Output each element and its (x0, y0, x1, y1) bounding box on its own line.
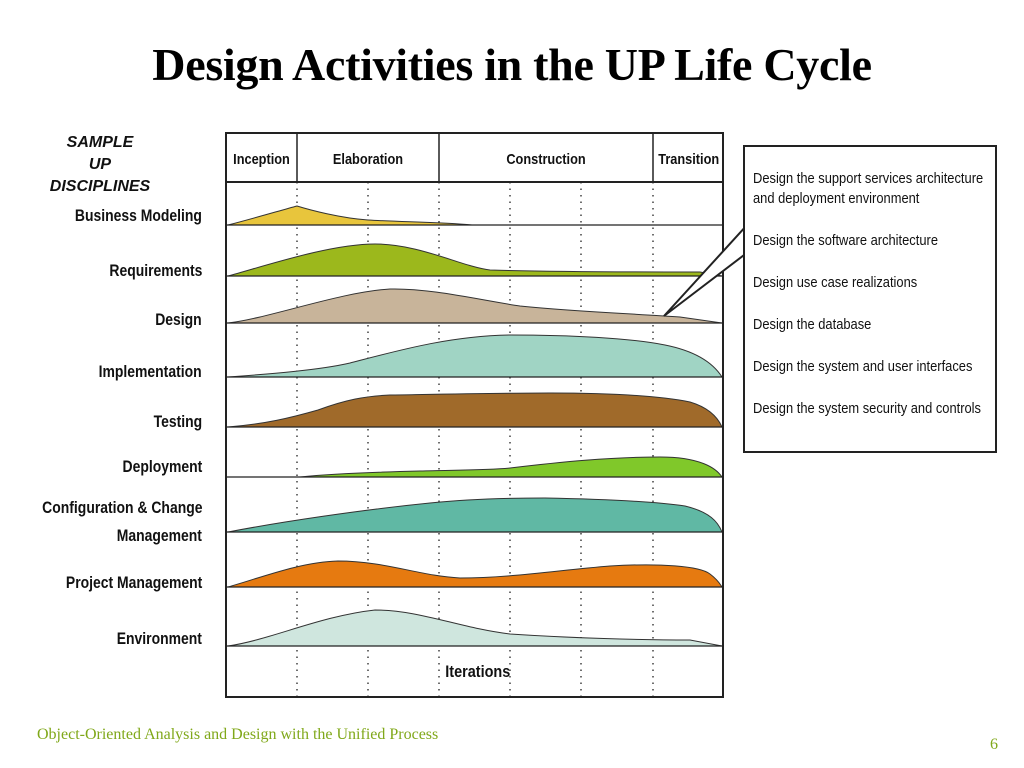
iterations-label: Iterations (445, 662, 511, 682)
discipline-label-environment: Environment (116, 629, 202, 648)
discipline-label-testing: Testing (153, 412, 202, 431)
curve-requirements (227, 243, 723, 277)
callout-item: Design the database (753, 316, 872, 333)
disciplines-header-line2: UP DISCIPLINES (49, 156, 151, 195)
page-number: 6 (990, 736, 998, 753)
discipline-label-config-change-line2: Management (116, 526, 202, 545)
slide-title: Design Activities in the UP Life Cycle (152, 39, 872, 90)
discipline-label-deployment: Deployment (122, 457, 202, 476)
curve-design (227, 288, 723, 324)
discipline-label-requirements: Requirements (109, 261, 202, 280)
curve-environment (227, 609, 723, 647)
curve-testing (227, 392, 723, 428)
discipline-label-design: Design (155, 310, 202, 329)
discipline-label-implementation: Implementation (98, 362, 202, 381)
curve-config-change (227, 497, 723, 533)
curve-project-management (227, 560, 723, 588)
curve-implementation (227, 334, 723, 378)
discipline-label-business-modeling: Business Modeling (74, 206, 202, 225)
disciplines-header: SAMPLE UP DISCIPLINES (40, 132, 160, 198)
callout-pointer (663, 221, 749, 317)
callout-item: Design the system and user interfaces (753, 358, 973, 375)
phase-construction: Construction (506, 151, 586, 168)
phase-inception: Inception (233, 151, 290, 168)
disciplines-header-line1: SAMPLE (66, 134, 134, 151)
phase-elaboration: Elaboration (332, 151, 404, 168)
callout-item: Design the software architecture (753, 232, 938, 249)
diagram-frame (225, 132, 724, 698)
discipline-label-project-management: Project Management (65, 573, 202, 592)
curve-business-modeling (227, 205, 473, 226)
curve-deployment (299, 456, 723, 478)
design-activities-callout: Design the support services architecture… (743, 145, 997, 453)
discipline-label-config-change: Configuration & Change (41, 498, 202, 517)
callout-item: Design the system security and controls (753, 400, 982, 417)
footer-text: Object-Oriented Analysis and Design with… (37, 726, 439, 743)
phase-transition: Transition (658, 151, 720, 168)
callout-item: Design use case realizations (753, 274, 918, 291)
callout-item: Design the support services architecture… (753, 170, 984, 207)
